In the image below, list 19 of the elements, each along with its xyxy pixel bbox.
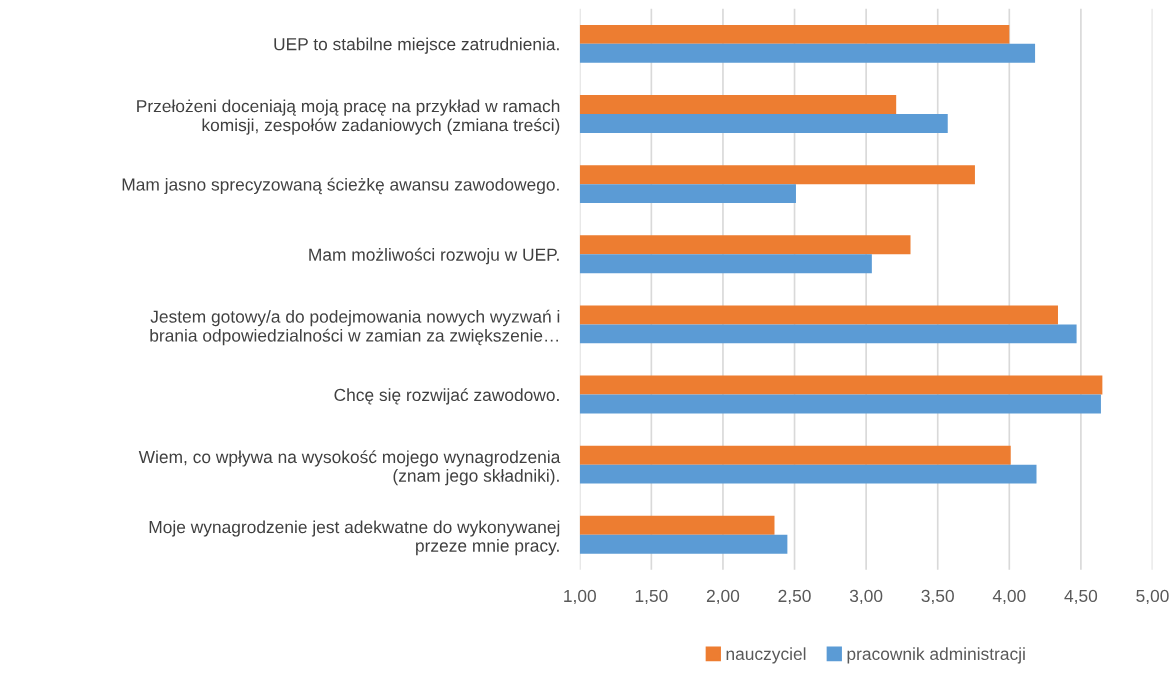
x-tick-label: 5,00 [1136, 589, 1169, 605]
y-tick-label: Mam możliwości rozwoju w UEP. [309, 247, 559, 265]
y-tick-label: Mam jasno sprecyzowaną ścieżkę awansu zawodowego. [122, 177, 559, 195]
x-tick-label: 1,00 [564, 589, 596, 605]
y-tick-label: Chcę się rozwijać zawodowo. [334, 388, 559, 405]
x-tick-label: 2,00 [706, 589, 740, 605]
y-tick-label: Przełożeni doceniają moją pracę na przykład w ramach komisji, zespołów zadaniowych (zmiana treści) [137, 99, 560, 135]
y-tick-label: UEP to stabilne miejsce zatrudnienia. [274, 37, 559, 54]
x-tick-label: 3,50 [921, 589, 954, 605]
x-tick-label: 4,00 [992, 589, 1026, 605]
x-tick-label: 3,00 [849, 589, 883, 605]
y-tick-label: Jestem gotowy/a do podejmowania nowych wyzwań i brania odpowiedzialności w zamian za zwiększenie… [150, 309, 560, 346]
legend-label: pracownik administracji [847, 647, 1025, 664]
x-tick-label: 1,50 [635, 589, 668, 605]
y-tick-label: Moje wynagrodzenie jest adekwatne do wykonywanej przeze mnie pracy. [149, 520, 560, 556]
x-tick-label: 2,50 [778, 589, 811, 605]
legend-label: nauczyciel [726, 647, 806, 664]
x-tick-label: 4,50 [1064, 589, 1098, 605]
y-tick-label: Wiem, co wpływa na wysokość mojego wynagrodzenia (znam jego składniki). [138, 450, 561, 486]
